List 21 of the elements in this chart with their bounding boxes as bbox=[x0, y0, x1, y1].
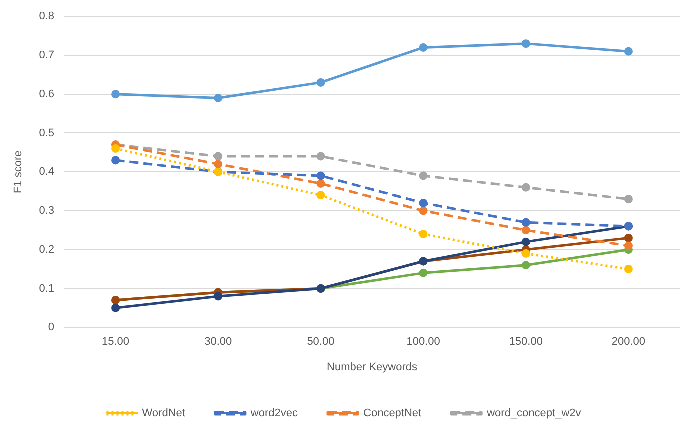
legend-label: ConceptNet bbox=[364, 408, 422, 420]
y-tick-label: 0 bbox=[48, 322, 54, 334]
legend-label: WordNet bbox=[142, 408, 186, 420]
x-tick-label: 15.00 bbox=[102, 336, 130, 348]
y-tick-label: 0.4 bbox=[39, 166, 54, 178]
x-tick-label: 100.00 bbox=[406, 336, 440, 348]
y-tick-label: 0.6 bbox=[39, 88, 54, 100]
y-tick-label: 0.5 bbox=[39, 127, 54, 140]
y-tick-label: 0.1 bbox=[39, 282, 54, 295]
x-axis-title: Number Keywords bbox=[327, 361, 418, 374]
x-tick-label: 200.00 bbox=[612, 336, 646, 348]
y-axis-title: F1 score bbox=[12, 150, 25, 194]
x-tick-label: 150.00 bbox=[509, 336, 543, 348]
x-tick-label: 30.00 bbox=[204, 336, 232, 348]
legend-label: word_concept_w2v bbox=[486, 408, 582, 420]
x-tick-label: 50.00 bbox=[307, 336, 335, 348]
y-tick-label: 0.7 bbox=[39, 50, 54, 62]
y-tick-label: 0.8 bbox=[39, 10, 54, 23]
y-tick-label: 0.3 bbox=[39, 205, 54, 218]
legend-label: word2vec bbox=[250, 408, 299, 420]
y-tick-label: 0.2 bbox=[39, 244, 54, 256]
